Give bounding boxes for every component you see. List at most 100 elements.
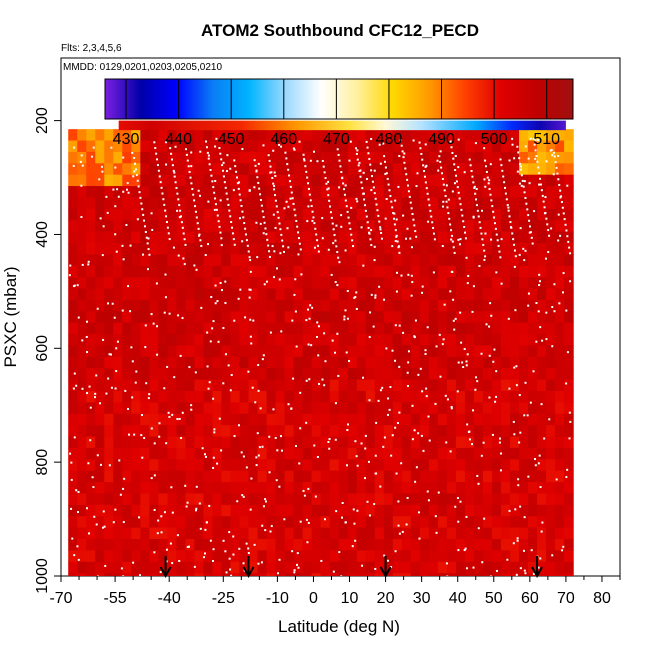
heatmap-cell: [203, 231, 214, 244]
heatmap-cell: [122, 459, 132, 472]
heatmap-cell: [113, 299, 123, 312]
heatmap-cell: [374, 186, 385, 199]
heatmap-cell: [437, 197, 448, 210]
measurement-point: [512, 238, 515, 241]
heatmap-cell: [428, 436, 439, 449]
measurement-point: [512, 542, 515, 545]
measurement-point: [375, 203, 378, 206]
heatmap-cell: [437, 208, 448, 221]
heatmap-cell: [500, 163, 511, 176]
measurement-point: [177, 198, 180, 201]
heatmap-cell: [266, 186, 277, 199]
heatmap-cell: [293, 402, 304, 415]
heatmap-cell: [491, 470, 502, 483]
heatmap-cell: [275, 163, 286, 176]
measurement-point: [224, 280, 227, 283]
heatmap-cell: [113, 231, 123, 244]
measurement-point: [353, 296, 356, 299]
heatmap-cell: [455, 220, 466, 233]
heatmap-cell: [275, 482, 286, 495]
heatmap-cell: [437, 482, 448, 495]
heatmap-cell: [329, 254, 340, 267]
y-tick-label-4: 1000: [34, 558, 51, 594]
heatmap-cell: [185, 277, 196, 290]
measurement-point: [400, 144, 403, 147]
heatmap-cell: [347, 516, 358, 529]
heatmap-cell: [176, 163, 187, 176]
heatmap-cell: [374, 174, 385, 187]
heatmap-cell: [365, 516, 376, 529]
heatmap-cell: [519, 436, 529, 449]
heatmap-cell: [77, 299, 87, 312]
measurement-point: [307, 487, 310, 490]
measurement-point: [355, 291, 358, 294]
measurement-point: [111, 302, 114, 305]
heatmap-cell: [302, 573, 313, 576]
heatmap-cell: [537, 539, 547, 551]
heatmap-cell: [284, 231, 295, 244]
heatmap-cell: [338, 413, 349, 426]
heatmap-cell: [311, 151, 322, 164]
heatmap-cell: [473, 493, 484, 506]
measurement-point: [412, 139, 415, 142]
measurement-point: [180, 215, 183, 218]
heatmap-cell: [68, 186, 78, 199]
measurement-point: [484, 165, 487, 168]
heatmap-cell: [311, 379, 322, 392]
heatmap-cell: [185, 470, 196, 483]
measurement-point: [389, 194, 392, 197]
heatmap-cell: [564, 573, 574, 576]
measurement-point: [277, 572, 280, 575]
measurement-point: [385, 347, 388, 350]
heatmap-cell: [446, 459, 457, 472]
measurement-point: [558, 183, 561, 186]
measurement-point: [393, 212, 396, 215]
measurement-point: [192, 193, 195, 196]
measurement-point: [208, 381, 211, 384]
measurement-point: [235, 176, 238, 179]
heatmap-cell: [437, 459, 448, 472]
heatmap-cell: [428, 129, 439, 142]
heatmap-cell: [437, 356, 448, 369]
measurement-point: [204, 455, 207, 458]
heatmap-cell: [95, 413, 105, 426]
measurement-point: [561, 549, 564, 552]
heatmap-cell: [221, 254, 232, 267]
measurement-point: [153, 442, 156, 445]
measurement-point: [381, 386, 384, 389]
heatmap-cell: [95, 311, 105, 324]
heatmap-cell: [131, 368, 141, 381]
measurement-point: [364, 477, 367, 480]
heatmap-cell: [158, 402, 168, 415]
measurement-point: [538, 284, 541, 287]
heatmap-cell: [77, 402, 87, 415]
heatmap-cell: [185, 561, 196, 574]
measurement-point: [513, 249, 516, 252]
heatmap-cell: [473, 140, 484, 153]
heatmap-cell: [95, 151, 105, 164]
measurement-point: [274, 199, 277, 202]
heatmap-cell: [482, 447, 493, 460]
heatmap-cell: [77, 527, 87, 540]
heatmap-cell: [356, 277, 367, 290]
heatmap-cell: [86, 299, 96, 312]
measurement-point: [532, 370, 535, 373]
heatmap-cell: [347, 470, 358, 483]
heatmap-cell: [95, 140, 105, 153]
heatmap-cell: [410, 254, 421, 267]
heatmap-cell: [113, 573, 123, 576]
heatmap-cell: [95, 163, 105, 176]
heatmap-cell: [293, 482, 304, 495]
heatmap-cell: [266, 311, 277, 324]
measurement-point: [160, 515, 163, 518]
measurement-point: [499, 256, 502, 259]
heatmap-cell: [185, 208, 196, 221]
measurement-point: [182, 257, 185, 260]
heatmap-cell: [356, 220, 367, 233]
heatmap-cell: [293, 288, 304, 301]
heatmap-cell: [77, 322, 87, 335]
measurement-point: [248, 296, 251, 299]
measurement-point: [386, 177, 389, 180]
measurement-point: [233, 243, 236, 246]
heatmap-cell: [167, 197, 178, 210]
